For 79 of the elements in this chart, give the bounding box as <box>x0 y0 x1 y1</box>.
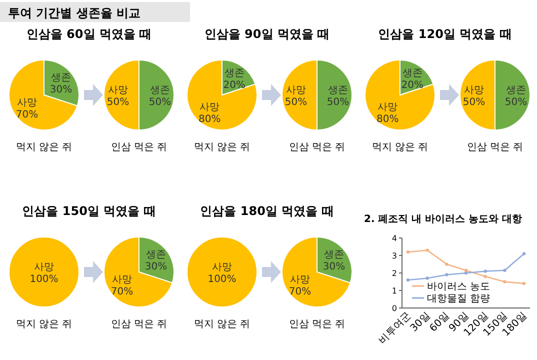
slice-label: 생존 <box>224 68 244 80</box>
data-label: 30% <box>144 262 168 273</box>
point <box>464 271 468 275</box>
y-tick-label: 3 <box>392 252 397 260</box>
pie-slice <box>186 60 258 130</box>
slice-label: 생존 <box>402 68 422 80</box>
point <box>406 278 410 282</box>
data-label: 70% <box>110 286 134 298</box>
slice-label: 생존 <box>146 250 166 261</box>
data-label: 30% <box>50 84 72 96</box>
text: 먹지 않은 쥐 <box>194 319 250 330</box>
text: 먹지 않은 쥐 <box>194 142 250 153</box>
point <box>522 252 526 256</box>
chart-title: 인삼을 180일 먹였을 때 <box>200 204 334 218</box>
legend-label: 대항물질 함량 <box>427 294 490 304</box>
text: 먹지 않은 쥐 <box>16 319 72 330</box>
slice-label: 사망 <box>112 274 132 286</box>
text: 인삼 먹은 쥐 <box>110 319 168 330</box>
y-tick-label: 1 <box>392 286 397 296</box>
slice-label: 사망 <box>17 97 38 108</box>
data-label: 30% <box>322 262 346 273</box>
point <box>503 268 506 272</box>
data-label: 100% <box>30 274 58 285</box>
point <box>426 248 429 252</box>
data-label: 50% <box>284 97 308 108</box>
pie-slice <box>8 60 78 130</box>
point <box>445 273 448 276</box>
slice-label: 생존 <box>324 250 344 261</box>
data-label: 50% <box>462 97 486 108</box>
y-tick-label: 2 <box>392 269 397 278</box>
point <box>484 270 487 273</box>
point <box>464 268 468 272</box>
data-label: 50% <box>326 97 350 108</box>
chart-title: 인삼을 90일 먹였을 때 <box>204 27 330 41</box>
slice-label: 사망 <box>108 85 128 96</box>
chart-title: 2. 폐조직 내 바이러스 농도와 대항 <box>364 214 522 225</box>
slice-label: 생존 <box>328 85 348 96</box>
text: 투여 기간별 생존율 비교 <box>8 6 141 20</box>
point <box>445 262 448 266</box>
pie-slice <box>282 236 351 308</box>
slice-label: 생존 <box>506 85 526 96</box>
y-tick-label: 0 <box>392 304 397 313</box>
text: 먹지 않은 쥐 <box>16 142 72 153</box>
point <box>503 280 506 284</box>
data-label: 70% <box>288 286 312 298</box>
slice-label: 사망 <box>200 102 220 113</box>
data-label: 50% <box>504 97 528 108</box>
point <box>406 250 410 254</box>
data-label: 50% <box>148 97 172 108</box>
data-label: 80% <box>376 114 399 125</box>
data-label: 70% <box>16 109 38 120</box>
text: 먹지 않은 쥐 <box>372 142 428 153</box>
data-label: 20% <box>401 80 424 92</box>
text: 인삼 먹은 쥐 <box>466 142 524 153</box>
slice-label: 생존 <box>150 85 170 96</box>
data-label: 80% <box>198 114 221 125</box>
legend-label: 바이러스 농도 <box>427 282 490 292</box>
data-label: 100% <box>208 274 236 285</box>
pie-slice <box>364 60 436 130</box>
pie-slice <box>104 236 173 308</box>
text: 인삼 먹은 쥐 <box>288 319 346 330</box>
slice-label: 사망 <box>378 102 398 113</box>
chart-title: 인삼을 120일 먹였을 때 <box>378 27 512 41</box>
data-label: 20% <box>223 80 246 92</box>
data-label: 50% <box>106 97 130 108</box>
slice-label: 사망 <box>34 262 54 273</box>
chart-title: 인삼을 150일 먹였을 때 <box>22 204 156 218</box>
point <box>426 276 429 280</box>
y-tick-label: 4 <box>392 234 397 243</box>
point <box>484 274 487 278</box>
slice-label: 사망 <box>286 85 306 96</box>
slice-label: 사망 <box>290 274 310 286</box>
slice-label: 사망 <box>212 262 232 273</box>
slice-label: 생존 <box>50 72 71 84</box>
text: 인삼 먹은 쥐 <box>288 142 346 153</box>
chart-title: 인삼을 60일 먹였을 때 <box>26 27 152 41</box>
slice-label: 사망 <box>464 85 484 96</box>
text: 인삼 먹은 쥐 <box>110 142 168 153</box>
point <box>522 282 526 286</box>
